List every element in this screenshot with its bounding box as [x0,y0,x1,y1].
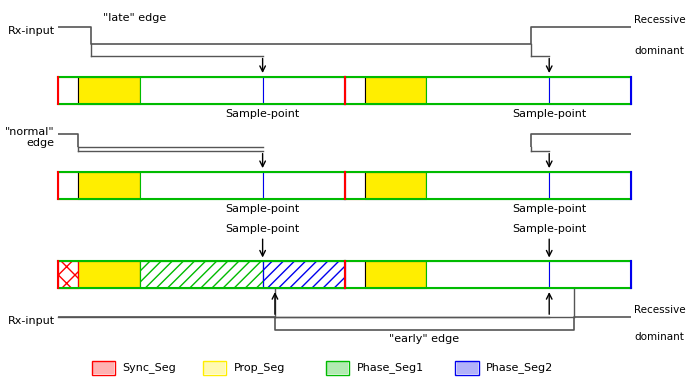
Bar [58,76,78,104]
Text: "early" edge: "early" edge [389,334,460,344]
Bar [58,261,78,288]
Bar [549,76,631,104]
Bar [328,362,348,374]
Text: Rx-input: Rx-input [8,316,55,326]
Bar [263,261,345,288]
Bar [202,361,226,375]
Text: Rx-input: Rx-input [8,26,55,36]
Bar [263,261,345,288]
Bar [140,261,263,288]
Bar [78,76,140,104]
Bar [204,362,225,374]
Bar [263,76,345,104]
Text: "late" edge: "late" edge [103,14,167,23]
Bar [426,172,549,199]
Bar [426,76,549,104]
Bar [140,261,263,288]
Text: dominant: dominant [634,46,684,56]
Text: Sample-point: Sample-point [512,205,587,214]
Bar [365,76,426,104]
Bar [58,172,78,199]
Text: "normal"
edge: "normal" edge [6,127,55,148]
Text: Phase_Seg1: Phase_Seg1 [357,362,424,374]
Bar [426,261,549,288]
Text: Prop_Seg: Prop_Seg [234,362,285,374]
Bar [549,172,631,199]
Bar [345,76,365,104]
Bar [455,361,479,375]
Text: Sample-point: Sample-point [225,109,300,119]
Bar [58,261,78,288]
Bar [549,261,631,288]
Bar [140,172,263,199]
Text: Recessive: Recessive [634,15,685,25]
Bar [78,261,140,288]
Bar [140,76,263,104]
Text: Phase_Seg2: Phase_Seg2 [486,362,553,374]
Bar [365,261,426,288]
Text: Sample-point: Sample-point [512,225,587,234]
Text: Sample-point: Sample-point [512,109,587,119]
Bar [457,362,477,374]
Bar [78,172,140,199]
Text: Recessive: Recessive [634,305,685,315]
Bar [326,361,350,375]
Text: Sample-point: Sample-point [225,205,300,214]
Bar [92,361,115,375]
Bar [345,172,365,199]
Bar [93,362,114,374]
Bar [263,172,345,199]
Bar [365,172,426,199]
Text: Sync_Seg: Sync_Seg [122,362,176,374]
Text: dominant: dominant [634,332,684,342]
Bar [345,261,365,288]
Text: Sample-point: Sample-point [225,225,300,234]
